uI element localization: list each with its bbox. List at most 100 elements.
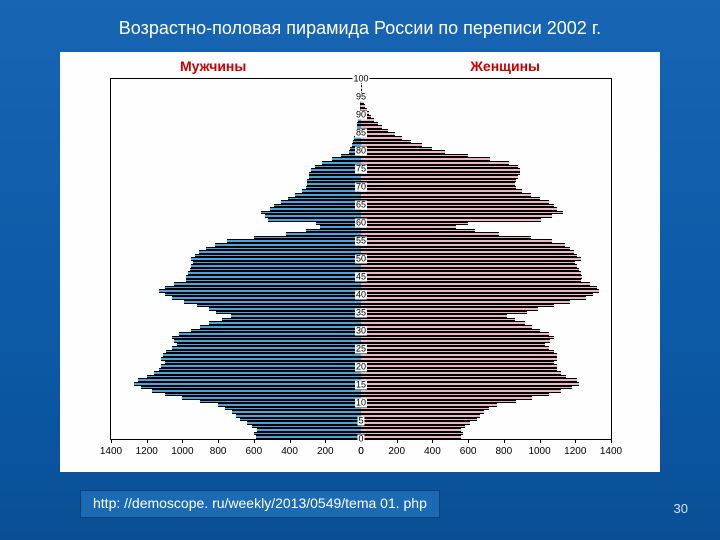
age-row [111,243,611,247]
male-bar [288,197,361,201]
age-row [111,321,611,325]
male-bar [215,243,361,247]
female-bar [361,218,541,222]
male-bar [295,193,361,197]
x-label-left: 1000 [171,446,193,457]
age-row [111,393,611,397]
age-row [111,150,611,154]
male-bar [159,368,361,372]
x-tick [432,439,433,443]
x-label-left: 800 [210,446,227,457]
female-bar [361,154,468,158]
male-bar [141,386,361,390]
female-bar [361,418,477,422]
age-row [111,289,611,293]
age-row [111,97,611,101]
male-bar [268,218,361,222]
female-bar [361,336,554,340]
x-label-right: 0 [358,446,364,457]
male-bar [257,428,361,432]
age-row [111,214,611,218]
age-row [111,350,611,354]
male-bar [316,222,361,226]
male-bar [186,279,361,283]
female-bar [361,350,554,354]
male-bar [161,357,361,361]
age-row [111,389,611,393]
male-bar [184,300,361,304]
age-row [111,382,611,386]
female-bar [361,93,363,97]
male-bar [270,207,361,211]
age-row [111,186,611,190]
female-bar [361,304,554,308]
female-bar [361,254,577,258]
female-bar [361,115,371,119]
female-bar [361,271,581,275]
male-bar [302,189,361,193]
female-bar [361,386,572,390]
age-row [111,250,611,254]
male-bar [322,161,361,165]
male-bar [191,264,361,268]
age-row [111,336,611,340]
female-bar [361,371,561,375]
male-bar [154,371,361,375]
male-bar [165,293,361,297]
male-bar [200,400,361,404]
plot-area: 0510152025303540455055606570758085909510… [110,78,612,440]
x-label-left: 1200 [136,446,158,457]
male-bar [353,140,361,144]
male-bar [165,393,361,397]
x-tick [254,439,255,443]
female-bar [361,375,566,379]
age-row [111,353,611,357]
x-tick [111,439,112,443]
female-bar [361,279,581,283]
male-bar [188,271,361,275]
male-bar [349,150,362,154]
female-bar [361,165,518,169]
male-bar [166,350,361,354]
age-row [111,204,611,208]
x-tick [397,439,398,443]
age-row [111,275,611,279]
age-row [111,271,611,275]
female-bar [361,207,557,211]
female-bar [361,147,432,151]
female-bar [361,211,563,215]
female-bar [361,318,515,322]
female-bar [361,325,532,329]
age-row [111,364,611,368]
age-row [111,236,611,240]
age-row [111,343,611,347]
female-bar [361,432,463,436]
age-row [111,346,611,350]
male-bar [227,239,361,243]
age-row [111,428,611,432]
legend-female: Женщины [470,58,540,74]
age-row [111,318,611,322]
female-bar [361,378,577,382]
age-row [111,357,611,361]
female-bar [361,425,465,429]
legend-male: Мужчины [180,58,246,74]
female-bar [361,343,545,347]
source-text: http: //demoscope. ru/weekly/2013/0549/t… [93,495,427,511]
female-bar [361,111,369,115]
x-tick [147,439,148,443]
female-bar [361,243,565,247]
age-row [111,239,611,243]
pyramid-chart: Мужчины Женщины 051015202530354045505560… [60,52,660,472]
female-bar [361,204,554,208]
male-bar [218,403,361,407]
x-label-right: 1200 [564,446,586,457]
female-bar [361,182,515,186]
female-bar [361,268,579,272]
age-row [111,140,611,144]
female-bar [361,150,445,154]
age-row [111,282,611,286]
female-bar [361,197,540,201]
female-bar [361,236,531,240]
female-bar [361,225,456,229]
